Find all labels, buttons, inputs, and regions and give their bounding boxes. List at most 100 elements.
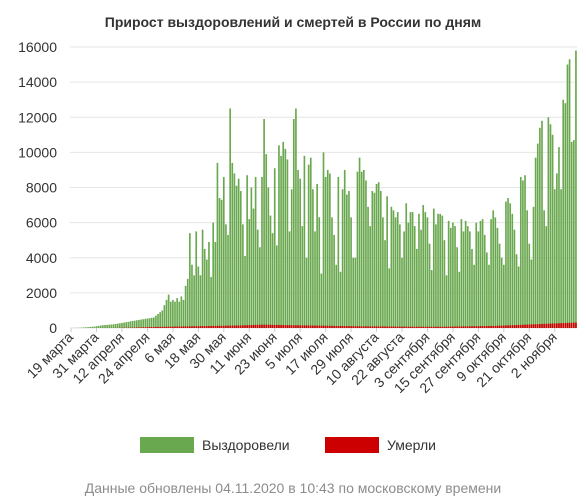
bar-deaths: [282, 325, 285, 328]
bar-deaths: [490, 325, 492, 328]
bar-recovered: [458, 271, 461, 328]
bar-recovered: [280, 155, 282, 328]
bar-recovered: [346, 194, 348, 328]
bar-deaths: [519, 324, 522, 328]
bar-deaths: [212, 325, 215, 328]
bar-recovered: [121, 322, 123, 328]
bar-deaths: [494, 325, 497, 328]
bar-recovered: [420, 229, 422, 328]
bar-recovered: [350, 217, 352, 328]
bar-deaths: [365, 326, 367, 328]
bar-deaths: [201, 326, 204, 328]
bar-recovered: [496, 227, 499, 328]
bar-deaths: [430, 326, 433, 328]
bar-deaths: [191, 326, 193, 328]
bar-deaths: [309, 325, 312, 328]
bar-recovered: [526, 210, 528, 328]
bar-recovered: [248, 219, 251, 328]
bar-deaths: [152, 326, 155, 328]
bar-recovered: [435, 224, 437, 328]
bar-deaths: [386, 326, 388, 328]
bar-deaths: [390, 326, 393, 328]
bar-recovered: [176, 298, 178, 328]
bar-deaths: [259, 324, 261, 328]
bar-recovered: [392, 210, 395, 328]
bar-deaths: [553, 323, 556, 328]
bar-recovered: [541, 120, 543, 328]
bar-deaths: [471, 326, 473, 328]
bar-recovered: [507, 198, 509, 328]
bar-deaths: [517, 324, 520, 328]
bar-recovered: [85, 327, 87, 328]
bar-deaths: [572, 322, 575, 328]
bar-recovered: [522, 180, 524, 328]
bar-recovered: [212, 222, 215, 328]
footer-update-note: Данные обновлены 04.11.2020 в 10:43 по м…: [84, 480, 502, 496]
bar-recovered: [157, 313, 159, 328]
bar-recovered: [352, 257, 355, 328]
bar-deaths: [558, 323, 560, 328]
bar-recovered: [515, 254, 518, 328]
bar-recovered: [341, 189, 344, 328]
bar-recovered: [127, 321, 130, 328]
bar-recovered: [407, 222, 410, 328]
bar-recovered: [205, 259, 208, 328]
bar-deaths: [199, 326, 202, 328]
bar-deaths: [513, 325, 516, 328]
bar-recovered: [182, 299, 185, 328]
bar-recovered: [428, 243, 431, 328]
bar-deaths: [284, 325, 287, 328]
y-tick-label: 16000: [18, 39, 57, 55]
bar-deaths: [528, 324, 531, 328]
bar-recovered: [99, 325, 102, 328]
bar-recovered: [543, 210, 545, 328]
bar-deaths: [140, 327, 142, 328]
bar-deaths: [362, 326, 365, 328]
bar-recovered: [193, 275, 195, 328]
bar-recovered: [490, 219, 492, 328]
bar-recovered: [528, 243, 531, 328]
bar-recovered: [358, 157, 361, 328]
bar-recovered: [445, 275, 448, 328]
bar-recovered: [517, 266, 520, 328]
bar-recovered: [449, 227, 452, 328]
legend-swatch-recovered: [140, 437, 194, 453]
bar-recovered: [483, 234, 486, 328]
bar-recovered: [365, 180, 367, 328]
bar-recovered: [564, 103, 567, 328]
bar-recovered: [231, 162, 234, 328]
bar-recovered: [396, 212, 399, 328]
y-tick-label: 14000: [18, 74, 57, 90]
bar-recovered: [148, 318, 151, 328]
bar-recovered: [263, 119, 265, 328]
y-tick-label: 6000: [26, 215, 57, 231]
bar-recovered: [140, 319, 142, 328]
bar-recovered: [390, 206, 393, 328]
bar-deaths: [307, 325, 310, 328]
bar-recovered: [354, 257, 357, 328]
bar-recovered: [201, 229, 204, 328]
bar-recovered: [235, 185, 238, 328]
bar-deaths: [165, 326, 168, 328]
bar-deaths: [286, 325, 289, 328]
bar-recovered: [322, 152, 325, 328]
bar-recovered: [477, 231, 480, 328]
bar-recovered: [329, 173, 331, 328]
bar-deaths: [237, 325, 240, 328]
bar-deaths: [407, 326, 410, 328]
bar-recovered: [549, 124, 552, 329]
bar-recovered: [135, 320, 138, 328]
bar-recovered: [324, 176, 327, 328]
chart-title: Прирост выздоровлений и смертей в России…: [105, 14, 481, 30]
bar-deaths: [392, 326, 395, 328]
bar-deaths: [312, 325, 314, 328]
bar-recovered: [454, 226, 456, 328]
bar-recovered: [150, 317, 153, 328]
bar-recovered: [87, 327, 89, 328]
bar-recovered: [367, 206, 369, 328]
bar-deaths: [316, 325, 318, 328]
bar-deaths: [456, 326, 458, 328]
bar-recovered: [356, 171, 359, 328]
bar-recovered: [553, 189, 556, 328]
bar-recovered: [290, 189, 293, 328]
